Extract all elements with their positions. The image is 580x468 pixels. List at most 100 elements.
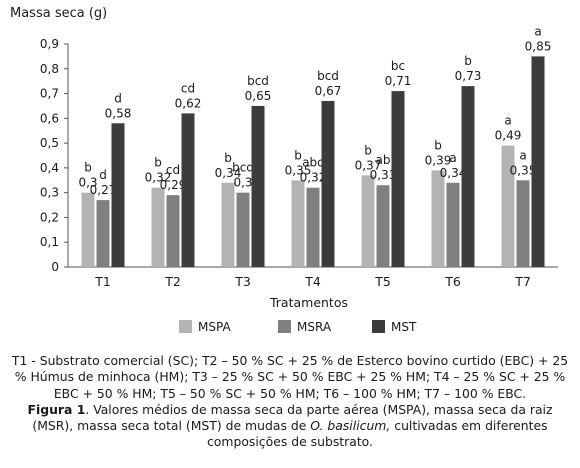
significance-letter: b	[364, 143, 372, 157]
y-tick-label: 0,6	[40, 111, 59, 125]
y-tick-label: 0,2	[40, 210, 59, 224]
bar-value-label: 0,34	[215, 166, 242, 180]
bar-msra	[166, 195, 180, 267]
y-tick-label: 0,9	[40, 37, 59, 51]
bar-value-label: 0,32	[300, 171, 327, 185]
significance-letter: a	[449, 151, 456, 165]
bar-mspa	[151, 187, 165, 267]
y-axis: 0 0,1 0,2 0,3 0,4 0,5 0,6 0,7 0,8 0,9	[40, 37, 69, 274]
bar-value-label: 0,65	[245, 89, 272, 103]
significance-letter: d	[114, 91, 122, 105]
bar-value-label: 0,71	[385, 74, 412, 88]
figure-caption: T1 - Substrato comercial (SC); T2 – 50 %…	[10, 353, 570, 451]
bar-mst	[531, 56, 545, 268]
legend-swatch-msra	[278, 320, 291, 333]
significance-letter: d	[99, 168, 107, 182]
bar-chart: Massa seca (g) 0 0,1 0,2 0,3 0,4 0,5 0,6 0,7 0,8…	[10, 6, 558, 334]
bar-value-label: 0,33	[370, 168, 397, 182]
bar-value-label: 0,37	[355, 158, 382, 172]
x-tick-label: T7	[514, 274, 531, 289]
legend-swatch-mst	[372, 320, 385, 333]
bar-msra	[376, 185, 390, 267]
bar-value-label: 0,34	[440, 166, 467, 180]
significance-letter: bc	[391, 59, 405, 73]
caption-text-2: cultivadas em diferentes composições de …	[207, 418, 548, 450]
bar-value-label: 0,3	[78, 176, 97, 190]
y-tick-label: 0,7	[40, 87, 59, 101]
bar-mspa	[221, 182, 235, 267]
caption-text-1: . Valores médios de massa seca da parte …	[32, 401, 553, 434]
significance-letter: ab	[376, 153, 391, 167]
bar-msra	[306, 187, 320, 267]
bar-msra	[236, 192, 250, 267]
bar-mst	[321, 100, 335, 267]
significance-letter: a	[534, 24, 541, 38]
significance-letter: cd	[166, 163, 180, 177]
bar-msra	[516, 180, 530, 267]
bar-mst	[181, 113, 195, 267]
y-tick-label: 0,3	[40, 186, 59, 200]
bar-value-label: 0,35	[285, 163, 312, 177]
significance-letter: bcd	[247, 74, 269, 88]
bar-mst	[461, 86, 475, 267]
bar-mspa	[361, 175, 375, 267]
x-axis: T1 T2 T3 T4 T5 T6 T7	[68, 266, 558, 289]
legend-swatch-mspa	[179, 320, 192, 333]
bar-value-label: 0,3	[233, 176, 252, 190]
y-tick-label: 0,8	[40, 62, 59, 76]
bar-msra	[96, 200, 110, 267]
significance-letter: b	[224, 151, 232, 165]
x-tick-label: T2	[164, 274, 181, 289]
legend-label-mst: MST	[391, 320, 417, 334]
bar-value-label: 0,67	[315, 84, 342, 98]
x-tick-label: T4	[304, 274, 321, 289]
bar-value-label: 0,39	[425, 153, 452, 167]
bar-value-label: 0,58	[105, 106, 132, 120]
bars: 0,3b0,27d0,58d0,32b0,29cd0,62cd0,34b0,3b…	[78, 24, 552, 268]
bar-mst	[391, 91, 405, 267]
y-tick-label: 0	[51, 260, 59, 274]
species-name: O. basilicum,	[310, 418, 391, 434]
bar-value-label: 0,62	[175, 96, 202, 110]
significance-letter: bcd	[317, 69, 339, 83]
bar-value-label: 0,27	[90, 183, 117, 197]
significance-letter: a	[519, 148, 526, 162]
bar-value-label: 0,85	[525, 39, 552, 53]
y-tick-label: 0,1	[40, 235, 59, 249]
bar-mspa	[431, 170, 445, 267]
bar-value-label: 0,35	[510, 163, 537, 177]
figure-label: Figura 1	[27, 401, 86, 417]
significance-letter: bcd	[232, 161, 254, 175]
legend-label-mspa: MSPA	[198, 320, 231, 334]
figure-description: Figura 1. Valores médios de massa seca d…	[10, 402, 570, 451]
bar-mspa	[501, 145, 515, 267]
x-tick-label: T6	[444, 274, 461, 289]
bar-value-label: 0,49	[495, 129, 522, 143]
significance-letter: b	[434, 138, 442, 152]
bar-mst	[111, 123, 125, 268]
bar-mspa	[81, 192, 95, 267]
significance-letter: b	[154, 156, 162, 170]
significance-letter: abc	[302, 156, 324, 170]
y-tick-label: 0,5	[40, 136, 59, 150]
significance-letter: cd	[181, 81, 195, 95]
bar-mst	[251, 105, 265, 267]
treatments-note: T1 - Substrato comercial (SC); T2 – 50 %…	[11, 353, 569, 401]
significance-letter: b	[84, 161, 92, 175]
bar-mspa	[291, 180, 305, 267]
significance-letter: a	[504, 114, 511, 128]
bar-value-label: 0,32	[145, 171, 172, 185]
bar-value-label: 0,29	[160, 178, 187, 192]
y-tick-label: 0,4	[40, 161, 59, 175]
x-tick-label: T5	[374, 274, 391, 289]
legend: MSPA MSRA MST	[179, 320, 417, 334]
bar-value-label: 0,73	[455, 69, 482, 83]
significance-letter: b	[464, 54, 472, 68]
significance-letter: b	[294, 148, 302, 162]
x-tick-label: T3	[234, 274, 251, 289]
x-tick-label: T1	[94, 274, 111, 289]
bar-msra	[446, 182, 460, 267]
y-axis-title: Massa seca (g)	[10, 6, 107, 21]
x-axis-title: Tratamentos	[269, 295, 348, 310]
legend-label-msra: MSRA	[297, 320, 332, 334]
